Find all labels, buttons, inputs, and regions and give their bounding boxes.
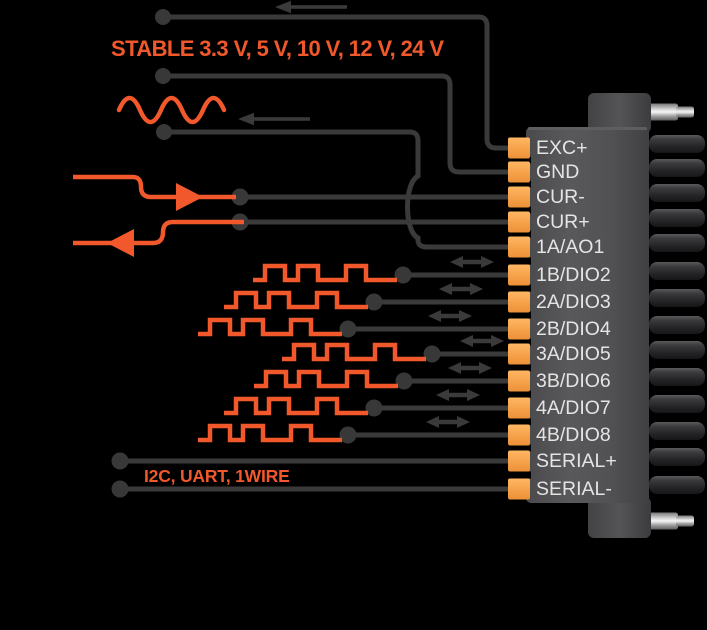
left-arrow-icon: [275, 0, 347, 14]
metal-screw-pin-bottom: [649, 512, 694, 530]
pin-label-exc-plus: EXC+: [536, 137, 588, 159]
pin-label-4a-dio7: 4A/DIO7: [536, 397, 611, 419]
square-wave-icons: [198, 263, 426, 443]
pin-label-3b-dio6: 3B/DIO6: [536, 370, 611, 392]
pin-label-serial-plus: SERIAL+: [536, 450, 617, 472]
pin-label-cur-plus: CUR+: [536, 211, 590, 233]
serial-wires: [111, 452, 515, 498]
pin-label-serial-minus: SERIAL-: [536, 478, 612, 500]
pin-label-1b-dio2: 1B/DIO2: [536, 264, 611, 286]
pin-label-gnd: GND: [536, 161, 580, 183]
serial-protocols-label: I2C, UART, 1WIRE: [144, 466, 290, 486]
current-out-arrow: [73, 219, 244, 257]
analog-output-wire: [156, 124, 515, 250]
stable-voltage-title: STABLE 3.3 V, 5 V, 10 V, 12 V, 24 V: [111, 36, 444, 61]
connector-pads: [508, 137, 530, 500]
dio-wires: [339, 266, 515, 444]
connector-terminal-pins: [649, 135, 705, 494]
current-plus-wire: [231, 213, 515, 231]
pin-label-3a-dio5: 3A/DIO5: [536, 343, 611, 365]
current-minus-wire: [231, 188, 515, 206]
left-arrow-icon: [238, 112, 310, 126]
pin-label-4b-dio8: 4B/DIO8: [536, 424, 611, 446]
pin-label-2a-dio3: 2A/DIO3: [536, 291, 611, 313]
pin-label-cur-minus: CUR-: [536, 186, 585, 208]
pin-label-2b-dio4: 2B/DIO4: [536, 318, 611, 340]
pin-label-1a-ao1: 1A/AO1: [536, 236, 605, 258]
metal-screw-pin-top: [649, 103, 694, 121]
current-in-arrow: [73, 174, 236, 211]
ground-wire: [155, 68, 515, 175]
connector-body: [526, 93, 651, 538]
excitation-wire: [155, 9, 515, 151]
bidirectional-arrow-icons: [426, 256, 504, 428]
sine-wave-icon: [116, 95, 227, 125]
